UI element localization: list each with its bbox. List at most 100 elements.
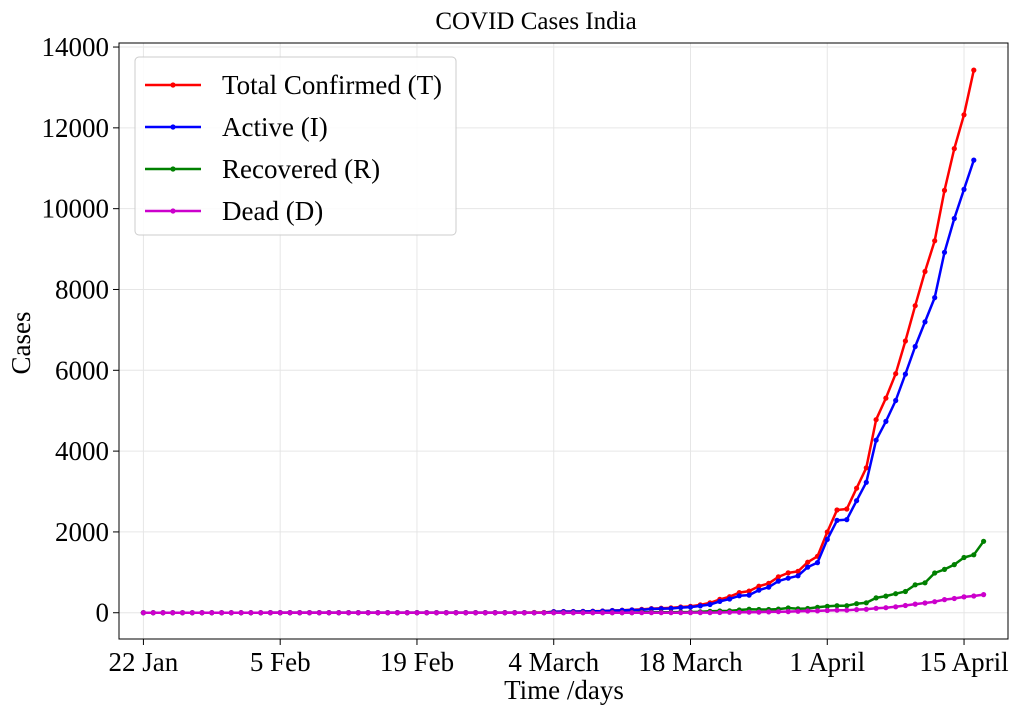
data-point-dead-d: [150, 610, 156, 616]
data-point-dead-d: [814, 608, 821, 614]
data-point-dead-d: [170, 610, 176, 616]
data-point-dead-d: [902, 602, 909, 609]
legend-label: Recovered (R): [222, 154, 380, 184]
data-point-dead-d: [600, 610, 606, 616]
data-point-active-i: [736, 593, 742, 599]
data-point-dead-d: [619, 610, 625, 616]
data-point-dead-d: [336, 610, 342, 616]
data-point-dead-d: [394, 610, 400, 616]
data-point-recovered-r: [873, 595, 879, 601]
data-point-active-i: [727, 596, 733, 602]
data-point-dead-d: [463, 610, 469, 616]
data-point-dead-d: [863, 606, 869, 612]
data-point-dead-d: [140, 610, 146, 616]
legend-swatch-marker: [170, 124, 176, 130]
data-point-dead-d: [609, 610, 615, 616]
data-point-active-i: [844, 517, 850, 523]
data-point-active-i: [775, 578, 782, 584]
data-point-recovered-r: [834, 603, 840, 609]
data-point-total-confirmed-t: [766, 580, 772, 587]
data-point-dead-d: [805, 608, 811, 614]
data-point-active-i: [961, 186, 967, 192]
data-point-dead-d: [306, 610, 313, 616]
data-point-active-i: [863, 479, 869, 485]
legend: Total Confirmed (T) Active (I) Recovered (…: [134, 56, 457, 236]
data-point-dead-d: [668, 610, 674, 616]
x-tick-label: 22 Jan: [109, 647, 179, 677]
data-point-active-i: [814, 560, 821, 566]
data-point-active-i: [854, 498, 860, 504]
x-tick-label: 1 April: [789, 647, 865, 677]
data-point-active-i: [912, 343, 918, 350]
data-point-dead-d: [560, 610, 567, 616]
y-tick-label: 2000: [55, 517, 109, 547]
data-point-dead-d: [873, 605, 879, 611]
data-point-active-i: [941, 249, 948, 255]
data-point-dead-d: [258, 610, 264, 616]
series-recovered-r: [140, 538, 987, 616]
data-point-dead-d: [648, 610, 655, 616]
data-point-dead-d: [639, 610, 645, 616]
data-point-total-confirmed-t: [893, 371, 899, 377]
data-point-dead-d: [736, 609, 742, 615]
data-point-dead-d: [727, 609, 733, 615]
data-point-total-confirmed-t: [785, 570, 791, 576]
data-point-active-i: [678, 605, 684, 611]
data-point-dead-d: [795, 608, 801, 614]
series-lines: [140, 67, 987, 616]
legend-label: Total Confirmed (T): [222, 70, 442, 100]
legend-label: Dead (D): [222, 196, 323, 226]
data-point-dead-d: [492, 610, 498, 616]
data-point-total-confirmed-t: [775, 574, 782, 580]
data-point-dead-d: [785, 609, 791, 615]
data-point-dead-d: [189, 610, 195, 616]
data-point-total-confirmed-t: [922, 268, 928, 275]
legend-item-total-confirmed-t: Total Confirmed (T): [145, 70, 442, 100]
data-point-dead-d: [893, 604, 899, 610]
data-point-active-i: [805, 564, 811, 570]
data-point-active-i: [756, 587, 762, 593]
data-point-active-i: [795, 573, 801, 579]
data-point-dead-d: [512, 610, 518, 616]
data-point-active-i: [746, 592, 752, 598]
data-point-dead-d: [521, 610, 528, 616]
data-point-dead-d: [414, 610, 420, 616]
data-point-dead-d: [951, 595, 957, 602]
data-point-active-i: [893, 397, 899, 404]
data-point-dead-d: [824, 607, 830, 614]
data-point-total-confirmed-t: [883, 395, 889, 401]
data-point-total-confirmed-t: [912, 303, 918, 309]
data-point-total-confirmed-t: [863, 465, 869, 471]
data-point-dead-d: [541, 610, 547, 616]
data-point-total-confirmed-t: [795, 568, 801, 575]
legend-item-recovered-r: Recovered (R): [145, 154, 380, 184]
data-point-dead-d: [766, 609, 772, 615]
y-tick-label: 12000: [42, 113, 110, 143]
data-point-dead-d: [678, 610, 684, 616]
data-point-dead-d: [717, 609, 723, 616]
data-point-dead-d: [385, 610, 391, 616]
data-point-total-confirmed-t: [951, 146, 957, 152]
y-axis: 0 2000 4000 6000 8000 10000 12000 14000: [42, 32, 119, 628]
data-point-dead-d: [844, 607, 850, 613]
legend-swatch-marker: [170, 166, 176, 172]
data-point-dead-d: [971, 593, 977, 599]
data-point-total-confirmed-t: [834, 507, 840, 513]
chart-title: COVID Cases India: [435, 8, 636, 35]
data-point-dead-d: [365, 610, 371, 616]
data-point-total-confirmed-t: [902, 338, 909, 344]
data-point-dead-d: [228, 610, 234, 616]
data-point-dead-d: [707, 610, 713, 616]
data-point-dead-d: [697, 610, 703, 616]
data-point-total-confirmed-t: [932, 238, 938, 244]
data-point-dead-d: [209, 610, 215, 616]
data-point-dead-d: [883, 605, 889, 611]
data-point-recovered-r: [785, 605, 791, 611]
data-point-dead-d: [775, 609, 782, 615]
data-point-dead-d: [160, 610, 166, 616]
data-point-dead-d: [912, 601, 918, 607]
data-point-total-confirmed-t: [873, 417, 879, 423]
y-tick-label: 10000: [42, 194, 110, 224]
x-axis: 22 Jan 5 Feb 19 Feb 4 March 18 March 1 April 1…: [109, 639, 1009, 677]
